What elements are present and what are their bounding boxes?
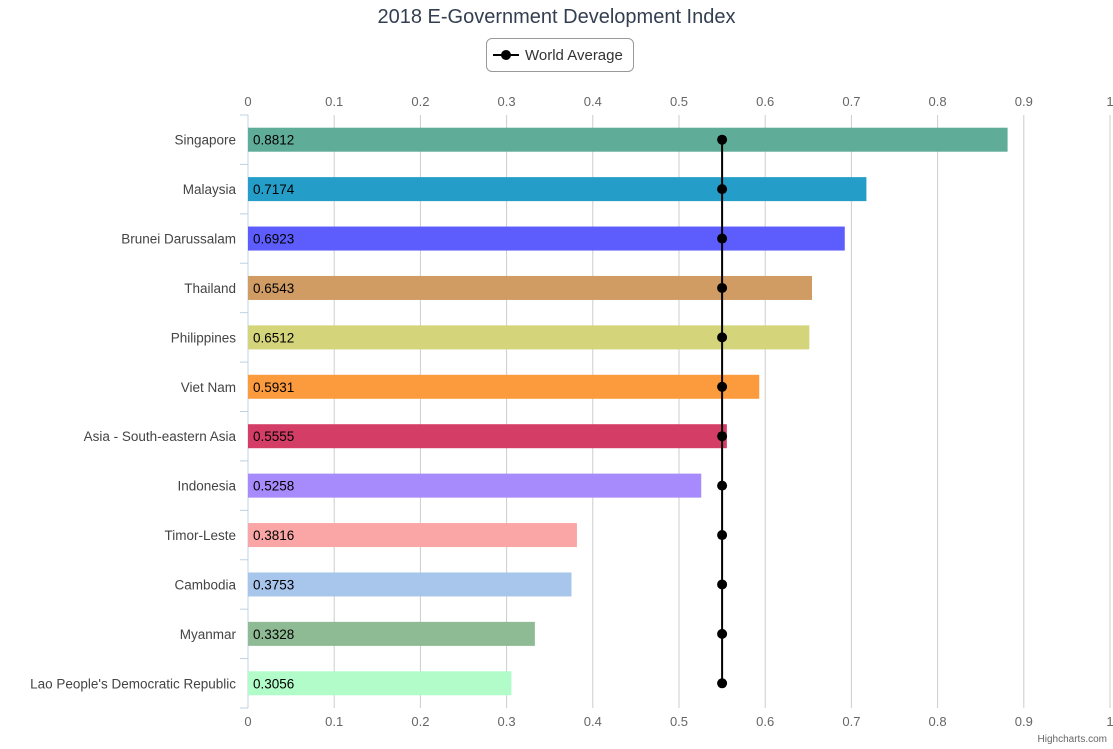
bar[interactable] bbox=[248, 424, 727, 449]
world-average-point[interactable] bbox=[717, 134, 728, 145]
category-label: Timor-Leste bbox=[164, 528, 236, 543]
x-tick-label-bottom: 0 bbox=[244, 714, 251, 729]
x-tick-label-bottom: 0.9 bbox=[1015, 714, 1033, 729]
x-tick-label-bottom: 0.3 bbox=[498, 714, 516, 729]
x-tick-label-bottom: 0.1 bbox=[325, 714, 343, 729]
bar[interactable] bbox=[248, 226, 845, 251]
world-average-point[interactable] bbox=[717, 332, 728, 343]
x-tick-label-bottom: 0.4 bbox=[584, 714, 602, 729]
bar[interactable] bbox=[248, 325, 810, 350]
x-tick-label-top: 0.5 bbox=[670, 94, 688, 109]
bar[interactable] bbox=[248, 671, 512, 696]
bar[interactable] bbox=[248, 621, 535, 646]
category-label: Cambodia bbox=[174, 577, 236, 592]
x-tick-label-top: 0.6 bbox=[756, 94, 774, 109]
x-tick-label-bottom: 0.8 bbox=[929, 714, 947, 729]
category-label: Viet Nam bbox=[181, 380, 236, 395]
world-average-point[interactable] bbox=[717, 381, 728, 392]
bar[interactable] bbox=[248, 127, 1008, 152]
world-average-point[interactable] bbox=[717, 530, 728, 541]
bar[interactable] bbox=[248, 572, 572, 597]
world-average-point[interactable] bbox=[717, 184, 728, 195]
data-label: 0.8812 bbox=[253, 133, 294, 148]
category-label: Myanmar bbox=[180, 627, 237, 642]
data-label: 0.3328 bbox=[253, 627, 294, 642]
data-label: 0.3816 bbox=[253, 528, 294, 543]
bar[interactable] bbox=[248, 473, 702, 498]
bar[interactable] bbox=[248, 374, 760, 399]
category-label: Asia - South-eastern Asia bbox=[84, 429, 237, 444]
x-tick-label-bottom: 1 bbox=[1106, 714, 1113, 729]
world-average-point[interactable] bbox=[717, 233, 728, 244]
category-label: Malaysia bbox=[183, 182, 237, 197]
x-tick-label-top: 0.8 bbox=[929, 94, 947, 109]
category-label: Brunei Darussalam bbox=[121, 232, 236, 247]
x-tick-label-top: 0 bbox=[244, 94, 251, 109]
x-tick-label-top: 0.9 bbox=[1015, 94, 1033, 109]
bar[interactable] bbox=[248, 523, 577, 548]
x-tick-label-bottom: 0.7 bbox=[842, 714, 860, 729]
world-average-point[interactable] bbox=[717, 678, 728, 689]
bar[interactable] bbox=[248, 177, 867, 202]
credits-link[interactable]: Highcharts.com bbox=[1037, 734, 1107, 745]
x-tick-label-bottom: 0.6 bbox=[756, 714, 774, 729]
data-label: 0.6923 bbox=[253, 232, 294, 247]
data-label: 0.5931 bbox=[253, 380, 294, 395]
data-label: 0.3753 bbox=[253, 577, 294, 592]
data-label: 0.5258 bbox=[253, 479, 294, 494]
legend-item-world-average[interactable]: World Average bbox=[486, 38, 634, 72]
world-average-point[interactable] bbox=[717, 579, 728, 590]
legend-line-marker-icon bbox=[493, 49, 519, 61]
data-label: 0.6512 bbox=[253, 330, 294, 345]
category-label: Singapore bbox=[174, 133, 236, 148]
category-label: Indonesia bbox=[177, 479, 236, 494]
chart-title: 2018 E-Government Development Index bbox=[377, 6, 736, 28]
x-tick-label-bottom: 0.5 bbox=[670, 714, 688, 729]
x-tick-label-top: 1 bbox=[1106, 94, 1113, 109]
x-tick-label-top: 0.7 bbox=[842, 94, 860, 109]
x-tick-label-top: 0.2 bbox=[411, 94, 429, 109]
x-tick-label-bottom: 0.2 bbox=[411, 714, 429, 729]
world-average-point[interactable] bbox=[717, 431, 728, 442]
data-label: 0.5555 bbox=[253, 429, 294, 444]
bar[interactable] bbox=[248, 275, 813, 300]
world-average-point[interactable] bbox=[717, 282, 728, 293]
x-tick-label-top: 0.3 bbox=[498, 94, 516, 109]
world-average-point[interactable] bbox=[717, 480, 728, 491]
data-label: 0.6543 bbox=[253, 281, 294, 296]
category-label: Lao People's Democratic Republic bbox=[30, 676, 236, 691]
legend-label: World Average bbox=[525, 46, 623, 64]
world-average-point[interactable] bbox=[717, 628, 728, 639]
category-label: Thailand bbox=[184, 281, 236, 296]
x-tick-label-top: 0.4 bbox=[584, 94, 602, 109]
data-label: 0.7174 bbox=[253, 182, 295, 197]
data-label: 0.3056 bbox=[253, 676, 294, 691]
x-tick-label-top: 0.1 bbox=[325, 94, 343, 109]
category-label: Philippines bbox=[171, 330, 237, 345]
